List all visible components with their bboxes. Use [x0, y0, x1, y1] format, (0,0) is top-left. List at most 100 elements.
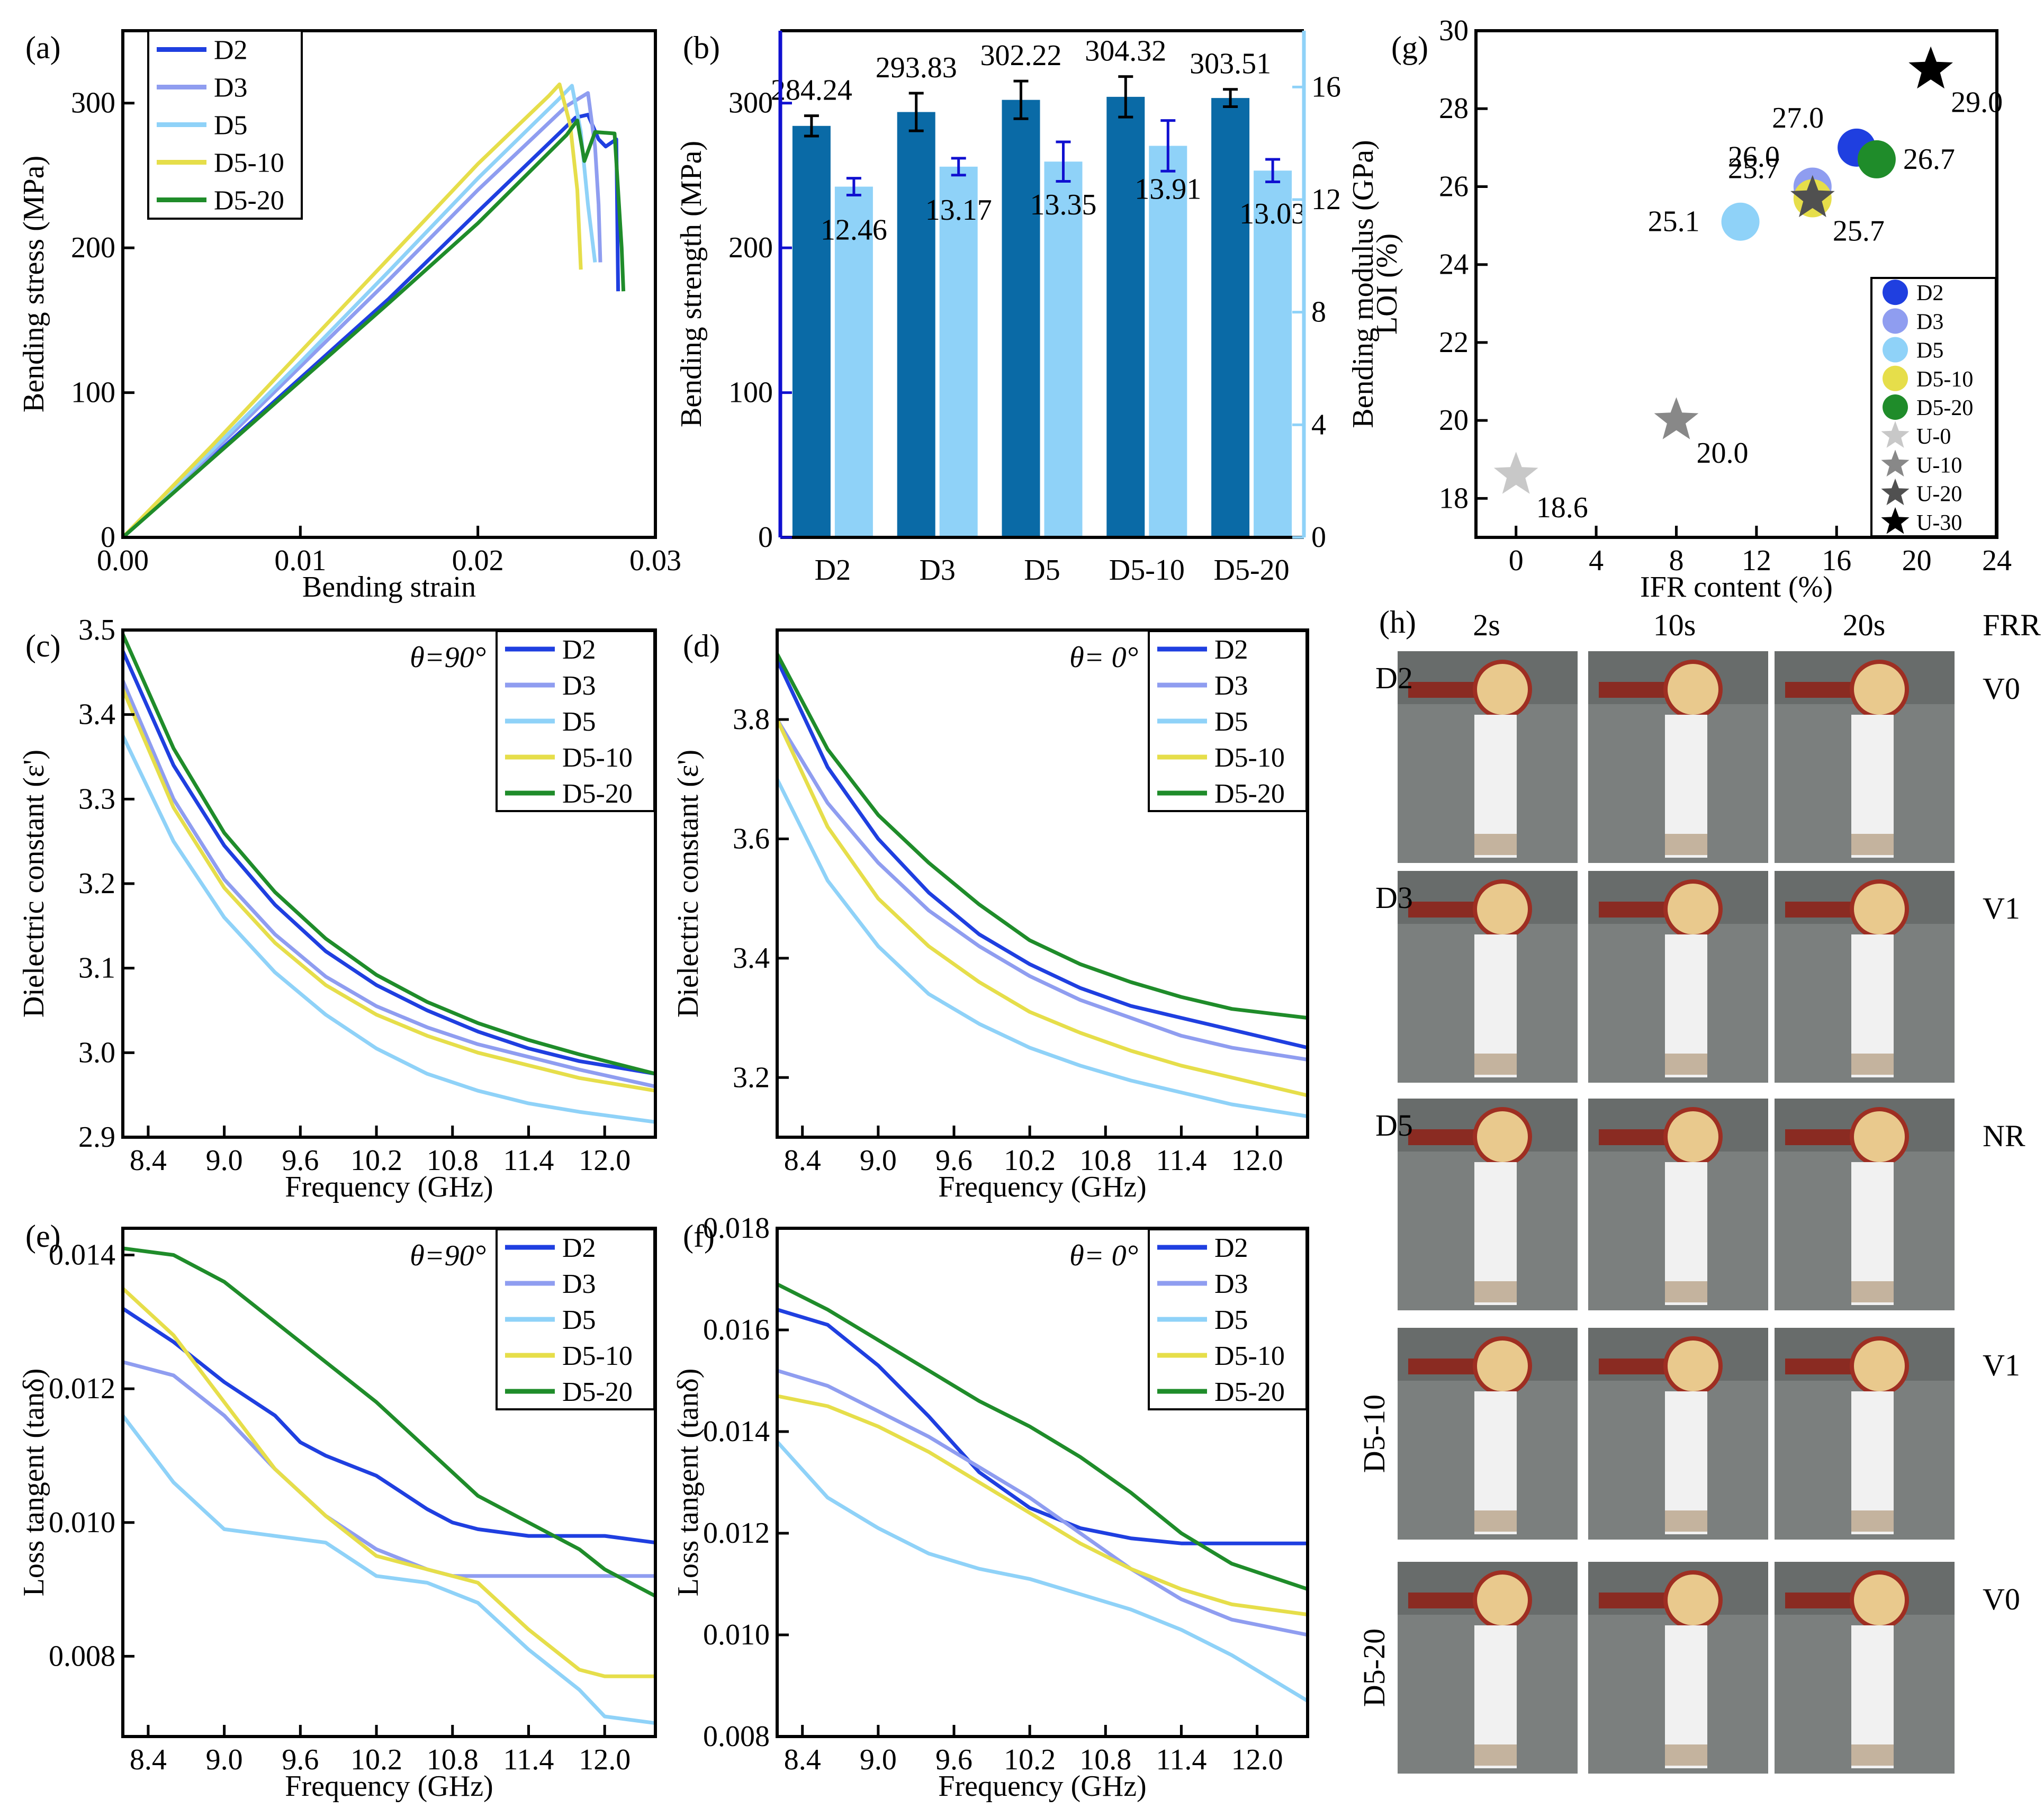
- y-axis-title: Dielectric constant (ε'): [17, 750, 50, 1018]
- clamp-disk: [1850, 879, 1909, 939]
- panel-label: (d): [683, 628, 720, 663]
- bar-strength-D5-10: [1106, 96, 1145, 538]
- series-line-D5-10: [121, 1287, 655, 1678]
- legend-entry: D5-10: [562, 743, 633, 773]
- y-tick-label: 0.016: [703, 1314, 770, 1346]
- clamp-disk: [1850, 1570, 1909, 1630]
- series-line-D5: [775, 778, 1308, 1119]
- legend-marker-U-30: [1881, 507, 1910, 534]
- burn-photo: [1398, 1562, 1578, 1774]
- x-axis-title: Bending strain: [302, 571, 476, 604]
- y-tick-label: 18: [1439, 482, 1469, 515]
- burn-photo: [1588, 1562, 1768, 1774]
- modulus-value-label: 13.91: [1134, 173, 1201, 205]
- legend-entry: D3: [562, 1269, 596, 1299]
- x-tick-label: 8.4: [130, 1743, 167, 1776]
- y-tick-label: 200: [71, 231, 115, 264]
- point-U-20: [1790, 175, 1835, 218]
- point-value-label: 29.0: [1951, 86, 2003, 119]
- strength-value-label: 304.32: [1085, 35, 1166, 68]
- char-tip: [1474, 1744, 1517, 1766]
- sample-label: D5-10: [1357, 1395, 1391, 1473]
- y-tick-label: 0.010: [49, 1506, 115, 1539]
- y-tick-label: 300: [71, 87, 115, 120]
- x-tick-label: 11.4: [503, 1743, 554, 1776]
- x-tick-label: 10.8: [427, 1743, 479, 1776]
- legend-entry: D5: [562, 1305, 596, 1335]
- burn-photo: [1588, 871, 1768, 1083]
- series-line-D5-10: [121, 82, 583, 539]
- category-label: D5-20: [1214, 554, 1290, 587]
- strength-value-label: 293.83: [876, 51, 957, 84]
- frr-rating: V1: [1983, 1348, 2020, 1382]
- y-tick-label: 0.008: [703, 1720, 770, 1753]
- point-D5: [1721, 202, 1760, 241]
- burn-photo: [1775, 651, 1955, 863]
- char-tip: [1665, 1510, 1707, 1532]
- frr-rating: V0: [1983, 671, 2020, 706]
- x-tick-label: 10.8: [1079, 1743, 1131, 1776]
- panel-label: (f): [683, 1219, 715, 1254]
- panel-label: (b): [683, 30, 720, 65]
- clamp-disk: [1473, 1336, 1532, 1396]
- legend-entry: D5-10: [214, 148, 284, 178]
- y-tick-label: 0.018: [703, 1212, 770, 1245]
- legend-entry: D5: [1214, 707, 1248, 737]
- series-line-D5: [121, 84, 597, 539]
- sample-label: D3: [1375, 880, 1413, 915]
- point-U-0: [1493, 452, 1538, 494]
- x-tick-label: 9.0: [860, 1743, 897, 1776]
- frr-rating: NR: [1983, 1119, 2025, 1153]
- point-value-label: 26.7: [1903, 143, 1955, 176]
- category-label: D5: [1024, 554, 1060, 587]
- bar-strength-D3: [897, 112, 935, 537]
- legend-marker-U-20: [1881, 478, 1910, 506]
- category-label: D2: [815, 554, 851, 587]
- burn-photo: [1775, 1099, 1955, 1310]
- series-line-D5-10: [777, 1394, 1308, 1617]
- y-tick-label: 30: [1439, 14, 1469, 47]
- x-tick-label: 12.0: [579, 1743, 631, 1776]
- bar-modulus-D5: [1044, 161, 1083, 538]
- plot-frame: [776, 1227, 1309, 1738]
- y-tick-label: 3.0: [78, 1036, 115, 1069]
- y2-axis-title: Bending modulus (GPa): [1347, 140, 1380, 428]
- char-tip: [1474, 1510, 1517, 1532]
- char-tip: [1851, 834, 1894, 855]
- y-tick-label: 0: [758, 521, 773, 554]
- series-line-D5-20: [776, 1282, 1309, 1591]
- y2-tick-label: 12: [1311, 183, 1341, 216]
- x-tick-label: 8.4: [130, 1144, 167, 1177]
- plot-frame: [121, 1227, 657, 1738]
- y-tick-label: 3.3: [78, 782, 115, 815]
- y-tick-label: 0.010: [703, 1618, 770, 1651]
- series-line-D5-20: [122, 1246, 656, 1598]
- y2-tick-label: 4: [1311, 408, 1326, 441]
- x-axis-title: Frequency (GHz): [938, 1171, 1146, 1203]
- point-value-label: 18.6: [1536, 491, 1588, 524]
- clamp-disk: [1473, 1570, 1532, 1630]
- legend-entry: D5-10: [1916, 367, 1973, 392]
- legend-entry: D5-20: [1214, 779, 1285, 809]
- series-line-D3: [121, 680, 656, 1089]
- angle-annotation: θ=90°: [410, 1239, 486, 1272]
- legend-entry: U-0: [1916, 425, 1951, 449]
- y-tick-label: 2.9: [78, 1121, 115, 1154]
- series-line-D2: [121, 650, 656, 1076]
- panel-g: 0 4 8 12 16 20 24 IFR content (%) 18 20 22 24 26 28 30…: [1371, 14, 2012, 604]
- legend-entry: D5-20: [1916, 396, 1973, 420]
- bar-modulus-D5-20: [1254, 170, 1292, 537]
- strength-value-label: 302.22: [980, 39, 1062, 72]
- category-label: D3: [919, 554, 955, 587]
- burn-photo: [1398, 1099, 1578, 1310]
- burn-photo: [1775, 1562, 1955, 1774]
- time-column-header: 20s: [1843, 608, 1886, 642]
- sample-row: D2 V0: [1375, 651, 2020, 863]
- panel-c: 8.4 9.0 9.6 10.2 10.8 11.4 12.0 Frequency (GHz)…: [17, 614, 657, 1203]
- burn-photo: [1775, 871, 1955, 1083]
- y-tick-label: 3.6: [733, 822, 770, 855]
- modulus-value-label: 13.03: [1239, 197, 1306, 230]
- x-tick-label: 8: [1669, 544, 1683, 577]
- x-tick-label: 10.2: [1004, 1743, 1056, 1776]
